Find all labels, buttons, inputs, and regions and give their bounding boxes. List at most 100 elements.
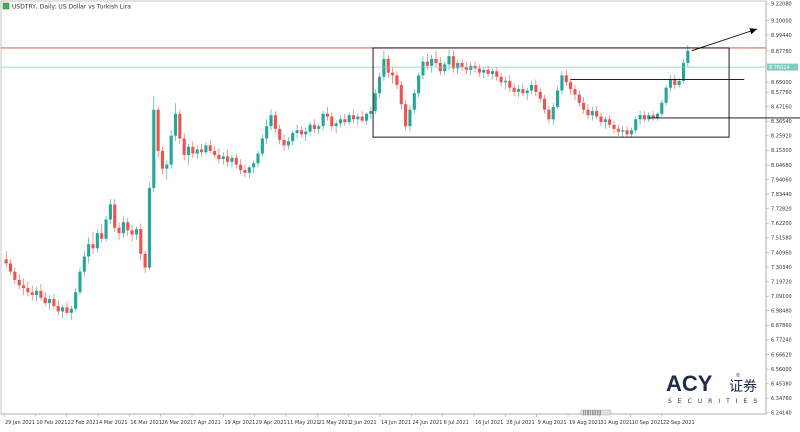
candle-body bbox=[17, 279, 21, 286]
candle bbox=[30, 285, 34, 301]
scrollbar-thumb[interactable] bbox=[580, 409, 612, 416]
candle-body bbox=[482, 69, 486, 73]
candle bbox=[173, 102, 178, 142]
candle-body bbox=[169, 135, 173, 165]
price-tick-label: 6.24140 bbox=[771, 411, 792, 417]
candle-body bbox=[61, 307, 65, 312]
candle-body bbox=[360, 116, 364, 121]
candle bbox=[91, 231, 95, 254]
candle bbox=[256, 150, 260, 168]
candle bbox=[204, 142, 208, 155]
candle-body bbox=[590, 111, 594, 116]
candle-body bbox=[230, 157, 234, 162]
candle bbox=[421, 56, 425, 80]
candle bbox=[286, 137, 290, 150]
candle bbox=[660, 100, 664, 117]
candle-body bbox=[356, 116, 360, 120]
candle bbox=[638, 111, 642, 125]
candle-body bbox=[421, 61, 425, 76]
candle-body bbox=[299, 130, 303, 135]
breakout-arrow-head bbox=[749, 28, 757, 35]
candle bbox=[651, 111, 655, 121]
candle-body bbox=[204, 145, 208, 153]
candle bbox=[451, 50, 455, 73]
candle-body bbox=[100, 233, 104, 239]
price-tick-label: 7.19720 bbox=[771, 279, 792, 285]
candle bbox=[82, 251, 86, 276]
candle bbox=[469, 63, 473, 76]
candle bbox=[143, 251, 147, 274]
candle bbox=[295, 124, 299, 139]
time-tick-label: 16 Jul 2021 bbox=[475, 420, 503, 426]
candle bbox=[87, 237, 91, 264]
candle bbox=[252, 160, 256, 173]
time-tick-label: 2 Jun 2021 bbox=[350, 420, 377, 426]
candle bbox=[104, 215, 108, 242]
candle-body bbox=[334, 123, 338, 127]
price-tick-label: 7.62200 bbox=[771, 221, 792, 227]
candle-body bbox=[208, 145, 212, 151]
candle bbox=[208, 139, 212, 154]
candle-body bbox=[30, 292, 34, 295]
price-tick-label: 8.04680 bbox=[771, 163, 792, 169]
candle bbox=[182, 133, 186, 161]
candle-body bbox=[134, 229, 138, 235]
candle-body bbox=[13, 271, 17, 280]
candle bbox=[534, 79, 538, 96]
price-tick-label: 7.09100 bbox=[771, 294, 792, 300]
candle-body bbox=[282, 139, 286, 146]
candle bbox=[126, 218, 130, 236]
candle bbox=[447, 49, 451, 70]
candle-body bbox=[582, 102, 586, 110]
horizontal-scrollbar[interactable]: ||||||||||| bbox=[580, 409, 612, 416]
candle bbox=[156, 105, 160, 158]
candle bbox=[269, 109, 273, 131]
candle bbox=[165, 160, 169, 180]
candle bbox=[495, 67, 499, 81]
candle bbox=[325, 106, 330, 121]
candle-body bbox=[364, 113, 369, 121]
candle bbox=[564, 69, 568, 87]
candle-body bbox=[186, 146, 191, 155]
candle-body bbox=[347, 115, 351, 123]
candle bbox=[382, 50, 386, 81]
candle bbox=[373, 89, 377, 114]
candle bbox=[69, 305, 73, 320]
time-tick-label: 29 Apr 2021 bbox=[256, 420, 287, 426]
price-tick-label: 6.45380 bbox=[771, 381, 792, 387]
time-tick-label: 16 Mar 2021 bbox=[130, 420, 162, 426]
candle-body bbox=[343, 119, 347, 123]
candle-body bbox=[486, 69, 490, 74]
candle-body bbox=[573, 89, 577, 95]
candle bbox=[391, 67, 395, 84]
candle bbox=[299, 126, 303, 138]
candle-body bbox=[278, 128, 282, 140]
candle bbox=[399, 80, 403, 110]
candle-body bbox=[239, 164, 243, 171]
price-tick-label: 6.66620 bbox=[771, 352, 792, 358]
chart-title: USDTRY, Daily: US Dollar vs Turkish Lira bbox=[12, 4, 131, 11]
candle-body bbox=[160, 150, 165, 169]
candle bbox=[234, 153, 238, 169]
candle bbox=[351, 109, 356, 124]
candle bbox=[642, 111, 646, 123]
candle bbox=[152, 95, 156, 193]
candle-body bbox=[404, 104, 408, 127]
candle bbox=[586, 104, 590, 120]
price-tick-label: 7.30340 bbox=[771, 265, 792, 271]
candle bbox=[61, 304, 65, 319]
candle-body bbox=[8, 263, 13, 272]
candle-body bbox=[547, 109, 551, 120]
candle-body bbox=[152, 109, 156, 188]
candle bbox=[516, 84, 521, 98]
candle-body bbox=[252, 163, 256, 168]
candle bbox=[265, 119, 269, 144]
candle-body bbox=[443, 64, 447, 72]
candle-body bbox=[668, 79, 673, 88]
candle bbox=[17, 274, 21, 290]
current-price-label: 8.76024 bbox=[769, 65, 790, 71]
candle bbox=[464, 61, 468, 74]
time-tick-label: 21 May 2021 bbox=[318, 420, 351, 426]
candle bbox=[477, 64, 481, 77]
